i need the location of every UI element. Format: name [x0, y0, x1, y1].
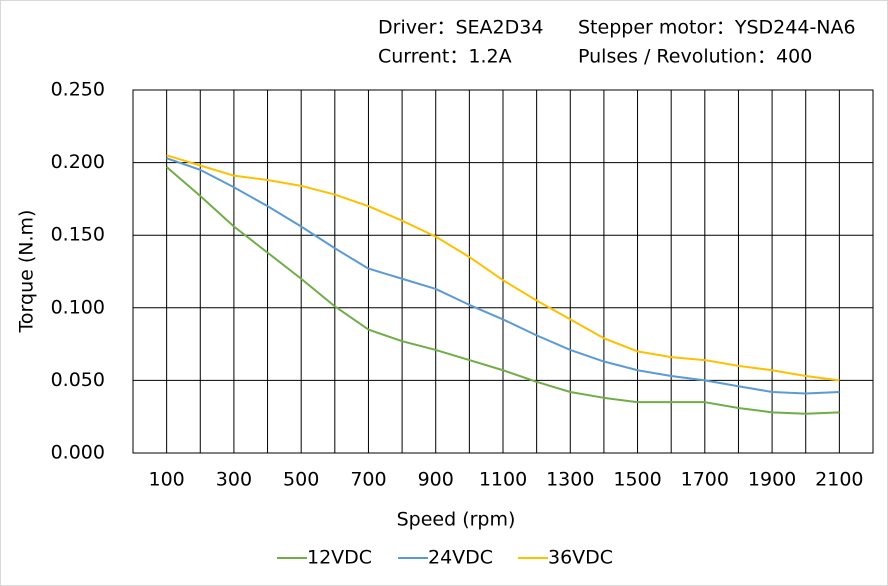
x-tick-label: 700: [350, 469, 386, 491]
y-tick-label: 0.100: [51, 296, 105, 318]
x-tick-label: 100: [149, 469, 185, 491]
x-tick-label: 2100: [815, 469, 863, 491]
x-axis-label: Speed (rpm): [397, 509, 516, 531]
y-axis-label: Torque (N.m): [16, 210, 38, 334]
annotation: Current：1.2A: [378, 46, 512, 68]
x-tick-label: 300: [216, 469, 252, 491]
line-series: [166, 157, 840, 395]
y-tick-label: 0.000: [51, 442, 105, 464]
legend-label: 24VDC: [428, 547, 493, 569]
annotation: Stepper motor：YSD244-NA6: [578, 17, 856, 39]
x-tick-label: 900: [418, 469, 454, 491]
annotation: Pulses / Revolution：400: [578, 46, 812, 68]
y-tick-label: 0.200: [51, 151, 105, 173]
line-series: [166, 154, 840, 382]
line-series: [165, 166, 840, 415]
legend-label: 36VDC: [548, 547, 613, 569]
x-tick-label: 500: [283, 469, 319, 491]
x-tick-label: 1700: [681, 469, 729, 491]
y-tick-label: 0.050: [51, 369, 105, 391]
x-tick-label: 1500: [613, 469, 661, 491]
y-tick-label: 0.150: [51, 224, 105, 246]
x-tick-label: 1100: [479, 469, 527, 491]
legend-label: 12VDC: [307, 547, 372, 569]
plot-frame: [132, 89, 874, 454]
x-tick-label: 1300: [546, 469, 594, 491]
y-tick-label: 0.250: [51, 79, 105, 101]
x-tick-label: 1900: [748, 469, 796, 491]
annotation: Driver：SEA2D34: [378, 17, 543, 39]
